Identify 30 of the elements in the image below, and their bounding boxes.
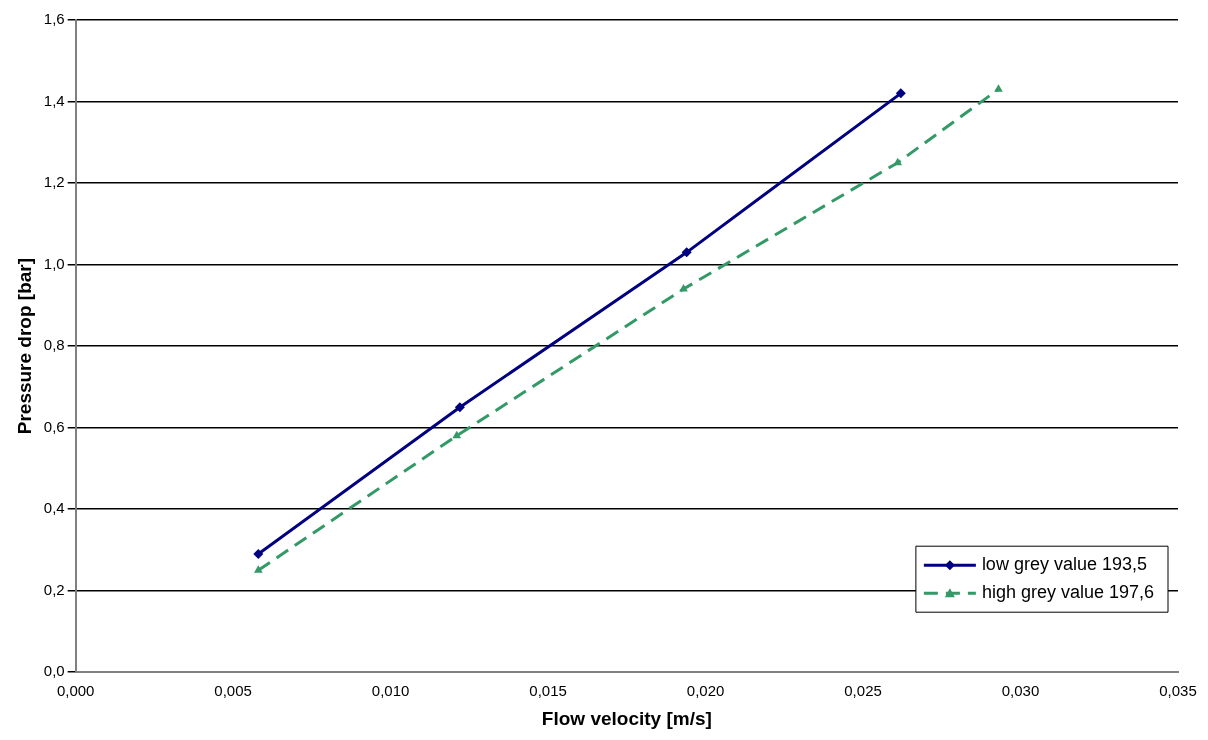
y-tick-label: 0,4 (43, 499, 65, 517)
point (895, 88, 906, 99)
point (254, 565, 263, 573)
legend-label: high grey value 197,6 (981, 582, 1154, 603)
y-tick-label: 1,6 (43, 10, 65, 28)
y-tick-label: 0,0 (43, 662, 65, 680)
y-tick-label: 1,0 (43, 254, 65, 272)
y-tick-label: 1,4 (43, 91, 65, 109)
x-tick-label: 0,020 (686, 682, 725, 700)
legend-label: low grey value 193,5 (981, 554, 1147, 575)
point (893, 157, 903, 166)
point (679, 284, 688, 292)
y-tick-label: 0,2 (43, 580, 65, 598)
x-tick-label: 0,010 (371, 682, 410, 700)
y-axis-title: Pressure drop [bar] (13, 257, 35, 435)
x-tick-label: 0,005 (214, 682, 252, 700)
x-axis-title: Flow velocity [m/s] (541, 707, 712, 729)
x-tick-label: 0,025 (844, 682, 882, 700)
x-tick-label: 0,000 (56, 682, 95, 700)
x-tick-label: 0,030 (1001, 682, 1040, 700)
point (994, 84, 1003, 92)
y-tick-label: 0,8 (43, 336, 65, 354)
x-tick-label: 0,035 (1159, 682, 1197, 700)
point (454, 402, 465, 413)
x-tick-label: 0,015 (529, 682, 567, 700)
point (452, 430, 462, 439)
point (681, 247, 692, 258)
point (253, 548, 264, 559)
y-tick-label: 0,6 (43, 417, 65, 435)
y-tick-label: 1,2 (43, 173, 65, 191)
